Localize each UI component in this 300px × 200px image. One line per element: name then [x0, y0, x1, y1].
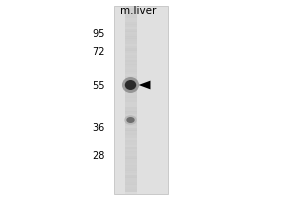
Bar — [124, 154, 136, 156]
Bar — [124, 57, 136, 60]
Bar — [124, 53, 136, 55]
Bar — [124, 24, 136, 27]
Bar — [124, 97, 136, 100]
Bar — [124, 71, 136, 74]
Bar — [124, 100, 136, 102]
Bar — [124, 130, 136, 133]
Ellipse shape — [125, 80, 136, 90]
Bar — [124, 147, 136, 149]
Bar — [124, 41, 136, 44]
Polygon shape — [139, 81, 151, 89]
Bar — [124, 88, 136, 91]
Ellipse shape — [126, 117, 135, 123]
Bar — [124, 104, 136, 107]
Bar — [124, 34, 136, 37]
Bar — [124, 135, 136, 138]
Bar — [124, 48, 136, 51]
Bar — [124, 55, 136, 58]
Bar — [124, 36, 136, 39]
Text: 28: 28 — [93, 151, 105, 161]
Bar — [124, 163, 136, 166]
Bar — [124, 149, 136, 152]
Bar — [124, 6, 136, 8]
Bar — [124, 15, 136, 18]
Bar — [124, 144, 136, 147]
Bar — [124, 180, 136, 182]
Bar — [124, 50, 136, 53]
Bar — [124, 46, 136, 48]
Bar — [124, 137, 136, 140]
Bar — [124, 20, 136, 22]
Bar — [124, 93, 136, 95]
Bar — [124, 107, 136, 109]
Bar — [114, 6, 168, 194]
Bar — [124, 184, 136, 187]
Bar — [124, 76, 136, 79]
Ellipse shape — [124, 115, 137, 125]
Bar — [124, 31, 136, 34]
Bar — [124, 158, 136, 161]
Bar — [124, 81, 136, 84]
Bar — [124, 111, 136, 114]
Bar — [124, 165, 136, 168]
Bar — [124, 177, 136, 180]
Bar — [124, 123, 136, 126]
Bar — [124, 168, 136, 170]
Bar — [124, 29, 136, 32]
Bar — [124, 132, 136, 135]
Bar — [124, 22, 136, 25]
Bar — [124, 8, 136, 192]
Text: 72: 72 — [92, 47, 105, 57]
Bar — [124, 128, 136, 131]
Bar — [124, 38, 136, 41]
Text: m.liver: m.liver — [120, 6, 156, 16]
Bar — [124, 175, 136, 178]
Bar — [124, 161, 136, 163]
Bar — [124, 78, 136, 81]
Bar — [124, 64, 136, 67]
Bar — [124, 17, 136, 20]
Bar — [124, 8, 136, 11]
Bar — [124, 125, 136, 128]
Bar — [124, 151, 136, 154]
Bar — [124, 191, 136, 194]
Bar — [124, 102, 136, 105]
Bar — [124, 114, 136, 116]
Bar — [124, 10, 136, 13]
Bar — [124, 172, 136, 175]
Text: 55: 55 — [92, 81, 105, 91]
Bar — [124, 109, 136, 112]
Bar — [124, 13, 136, 15]
Bar — [124, 67, 136, 69]
Bar — [124, 90, 136, 93]
Ellipse shape — [122, 77, 139, 93]
Bar — [124, 95, 136, 98]
Bar — [124, 189, 136, 192]
Bar — [124, 187, 136, 189]
Bar — [124, 116, 136, 119]
Bar — [124, 156, 136, 159]
Bar — [124, 170, 136, 173]
Bar — [124, 62, 136, 65]
Bar — [124, 27, 136, 29]
Text: 95: 95 — [93, 29, 105, 39]
Bar — [124, 60, 136, 62]
Bar — [124, 43, 136, 46]
Bar — [124, 69, 136, 72]
Bar — [124, 182, 136, 185]
Text: 36: 36 — [93, 123, 105, 133]
Bar — [124, 118, 136, 121]
Bar — [124, 121, 136, 124]
Bar — [124, 83, 136, 86]
Bar — [124, 74, 136, 76]
Bar — [124, 142, 136, 145]
Bar — [124, 140, 136, 142]
Bar — [124, 85, 136, 88]
